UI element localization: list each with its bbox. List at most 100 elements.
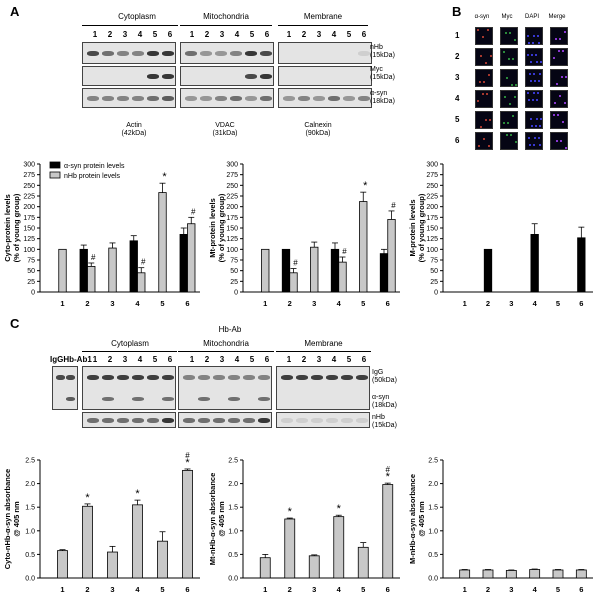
blot-band bbox=[117, 51, 129, 56]
significance-mark: # bbox=[342, 247, 347, 256]
cell-dot bbox=[536, 99, 538, 101]
lane-number: 3 bbox=[219, 30, 225, 39]
bar bbox=[308, 555, 320, 579]
cell-dot bbox=[528, 99, 530, 101]
significance-mark: * bbox=[337, 503, 342, 515]
y-tick-label: 250 bbox=[426, 183, 438, 190]
blot-band bbox=[198, 375, 210, 380]
cell-dot bbox=[488, 74, 490, 76]
y-tick-label: 300 bbox=[426, 162, 438, 169]
x-tick-label: 5 bbox=[160, 585, 164, 594]
x-tick-label: 4 bbox=[533, 299, 538, 308]
significance-mark: * bbox=[288, 506, 293, 518]
cell-dot bbox=[536, 61, 538, 63]
y-tick-label: 150 bbox=[426, 226, 438, 233]
cell-dot bbox=[538, 42, 540, 44]
cell-dot bbox=[514, 39, 516, 41]
cell-dot bbox=[555, 38, 557, 40]
chart-mt-absorbance: 0.0 0.5 1.0 1.5 2.0 2.5 Mt-nHb-α-syn absorbanc… bbox=[208, 458, 400, 594]
lane-number: 2 bbox=[107, 355, 113, 364]
cell-dot bbox=[477, 29, 479, 31]
x-tick-label: 3 bbox=[110, 299, 114, 308]
blot-strip bbox=[278, 42, 372, 64]
cell-dot bbox=[532, 99, 534, 101]
blot-band bbox=[358, 96, 370, 101]
y-tick-label: 75 bbox=[27, 258, 35, 265]
band-label-nhb: nHb (15kDa) bbox=[370, 44, 395, 59]
x-tick-label: 1 bbox=[263, 585, 267, 594]
lane-number: 6 bbox=[361, 30, 367, 39]
bar bbox=[575, 569, 587, 579]
lane-number: 4 bbox=[331, 30, 337, 39]
blot-band bbox=[258, 375, 270, 380]
x-tick-label: 5 bbox=[160, 299, 164, 308]
blot-band bbox=[356, 418, 368, 423]
blot-strip bbox=[278, 88, 372, 108]
lane-number: 4 bbox=[331, 355, 337, 364]
blot-band bbox=[283, 96, 295, 101]
y-tick-label: 125 bbox=[226, 236, 238, 243]
blot-strip bbox=[82, 88, 176, 108]
x-tick-label: 4 bbox=[135, 299, 140, 308]
y-tick-label: 225 bbox=[23, 194, 35, 201]
blot-band bbox=[117, 418, 129, 423]
blot-band bbox=[258, 418, 270, 423]
blot-band bbox=[102, 418, 114, 423]
bar bbox=[379, 253, 389, 293]
blot-band bbox=[198, 418, 210, 423]
microscopy-row-label: 1 bbox=[455, 31, 460, 40]
blot-band bbox=[147, 375, 159, 380]
lane-number: 1 bbox=[189, 30, 195, 39]
bar bbox=[132, 504, 143, 579]
bar bbox=[552, 569, 564, 579]
blot-band bbox=[162, 418, 174, 423]
significance-mark: # bbox=[391, 201, 396, 210]
cell-dot bbox=[510, 134, 512, 136]
lane-number: 2 bbox=[204, 30, 210, 39]
blot-band bbox=[228, 375, 240, 380]
bar bbox=[158, 192, 167, 293]
microscopy-cell bbox=[550, 111, 568, 129]
lane-number: 2 bbox=[301, 30, 307, 39]
cell-dot bbox=[562, 121, 564, 123]
cell-dot bbox=[506, 134, 508, 136]
y-axis-label: (% of young group) bbox=[12, 193, 21, 262]
significance-mark: * bbox=[185, 457, 190, 469]
y-axis-label: (% of young group) bbox=[217, 193, 226, 262]
cell-dot bbox=[507, 122, 509, 124]
x-tick-label: 5 bbox=[361, 585, 365, 594]
blot-band bbox=[198, 397, 210, 401]
blot-strip bbox=[82, 66, 176, 86]
blot-band bbox=[66, 397, 75, 401]
blot-band bbox=[213, 375, 225, 380]
y-tick-label: 50 bbox=[27, 268, 35, 275]
cell-dot bbox=[506, 77, 508, 79]
y-tick-label: 200 bbox=[23, 204, 35, 211]
y-tick-label: 250 bbox=[23, 183, 35, 190]
cell-dot bbox=[527, 92, 529, 94]
blot-band bbox=[243, 375, 255, 380]
legend-label: nHb protein levels bbox=[64, 173, 121, 180]
significance-mark: # bbox=[185, 451, 190, 460]
bar bbox=[58, 248, 67, 293]
lane-number: 2 bbox=[107, 30, 113, 39]
c-compartment-membrane: Membrane bbox=[304, 339, 343, 348]
blot-band bbox=[102, 375, 114, 380]
cell-dot bbox=[564, 102, 566, 104]
x-tick-label: 4 bbox=[533, 585, 538, 594]
cell-dot bbox=[512, 58, 514, 60]
band-label-myc: Myc (15kDa) bbox=[370, 66, 395, 81]
blot-band bbox=[185, 96, 197, 101]
blot-strip bbox=[82, 42, 176, 64]
bar bbox=[459, 569, 471, 579]
cell-dot bbox=[530, 61, 532, 63]
cell-dot bbox=[554, 102, 556, 104]
blot-band bbox=[147, 418, 159, 423]
blot-band bbox=[117, 96, 129, 101]
lane-number: 6 bbox=[361, 355, 367, 364]
blot-band bbox=[102, 51, 114, 56]
microscopy-cell bbox=[525, 111, 543, 129]
y-tick-label: 100 bbox=[426, 247, 438, 254]
lane-number: 4 bbox=[234, 30, 240, 39]
y-tick-label: 0.5 bbox=[428, 552, 438, 559]
